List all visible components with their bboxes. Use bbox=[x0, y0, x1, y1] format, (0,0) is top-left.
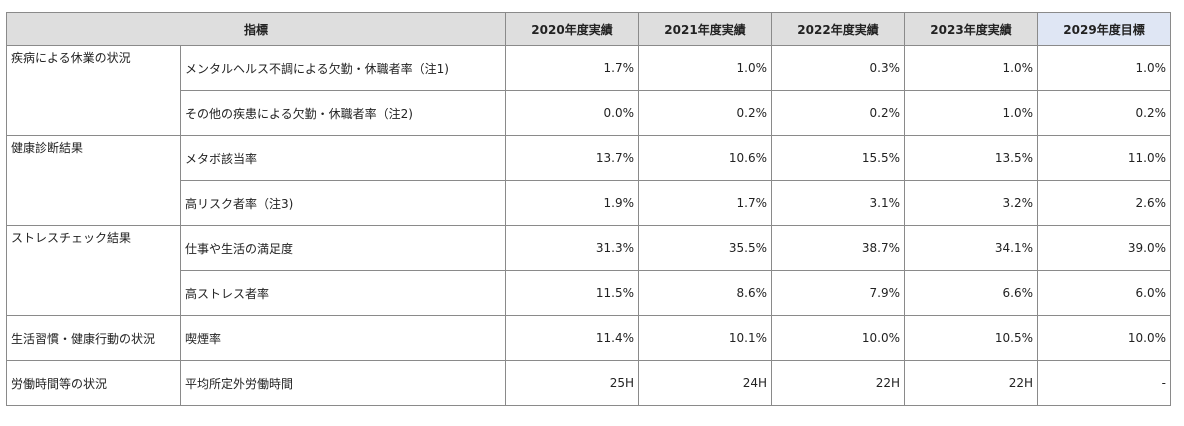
header-year-2022: 2022年度実績 bbox=[771, 12, 905, 46]
table-row: 高リスク者率（注3) 1.9% 1.7% 3.1% 3.2% 2.6% bbox=[7, 180, 1171, 226]
value-cell: 31.3% bbox=[505, 225, 639, 271]
header-year-2023: 2023年度実績 bbox=[904, 12, 1038, 46]
value-cell: 1.0% bbox=[638, 45, 772, 91]
target-value-cell: 2.6% bbox=[1037, 180, 1171, 226]
header-indicator: 指標 bbox=[6, 12, 506, 46]
item-cell: 喫煙率 bbox=[180, 315, 506, 361]
value-cell: 1.7% bbox=[638, 180, 772, 226]
table-row: 生活習慣・健康行動の状況 喫煙率 11.4% 10.1% 10.0% 10.5%… bbox=[6, 315, 1171, 361]
value-cell: 22H bbox=[771, 360, 905, 406]
target-value-cell: 6.0% bbox=[1037, 270, 1171, 316]
category-cell: 健康診断結果 bbox=[6, 135, 181, 226]
target-value-cell: 0.2% bbox=[1037, 90, 1171, 136]
value-cell: 10.0% bbox=[771, 315, 905, 361]
value-cell: 13.7% bbox=[505, 135, 639, 181]
target-value-cell: - bbox=[1037, 360, 1171, 406]
value-cell: 15.5% bbox=[771, 135, 905, 181]
table-row: ストレスチェック結果 仕事や生活の満足度 31.3% 35.5% 38.7% 3… bbox=[6, 225, 1171, 316]
category-cell: 労働時間等の状況 bbox=[6, 360, 181, 406]
value-cell: 10.1% bbox=[638, 315, 772, 361]
value-cell: 10.5% bbox=[904, 315, 1038, 361]
value-cell: 1.7% bbox=[505, 45, 639, 91]
value-cell: 34.1% bbox=[904, 225, 1038, 271]
value-cell: 1.0% bbox=[904, 90, 1038, 136]
value-cell: 1.0% bbox=[904, 45, 1038, 91]
value-cell: 6.6% bbox=[904, 270, 1038, 316]
value-cell: 35.5% bbox=[638, 225, 772, 271]
value-cell: 3.2% bbox=[904, 180, 1038, 226]
value-cell: 8.6% bbox=[638, 270, 772, 316]
table-row: 健康診断結果 メタボ該当率 13.7% 10.6% 15.5% 13.5% 11… bbox=[6, 135, 1171, 226]
value-cell: 11.4% bbox=[505, 315, 639, 361]
value-cell: 0.3% bbox=[771, 45, 905, 91]
item-cell: 平均所定外労働時間 bbox=[180, 360, 506, 406]
category-cell: 生活習慣・健康行動の状況 bbox=[6, 315, 181, 361]
value-cell: 38.7% bbox=[771, 225, 905, 271]
header-year-2020: 2020年度実績 bbox=[505, 12, 639, 46]
value-cell: 22H bbox=[904, 360, 1038, 406]
table-row: 疾病による休業の状況 メンタルヘルス不調による欠勤・休職者率（注1) 1.7% … bbox=[6, 45, 1171, 136]
item-cell: 仕事や生活の満足度 bbox=[180, 225, 506, 271]
table-row: 高ストレス者率 11.5% 8.6% 7.9% 6.6% 6.0% bbox=[7, 270, 1171, 316]
value-cell: 24H bbox=[638, 360, 772, 406]
target-value-cell: 10.0% bbox=[1037, 315, 1171, 361]
value-cell: 10.6% bbox=[638, 135, 772, 181]
table-row: その他の疾患による欠勤・休職者率（注2) 0.0% 0.2% 0.2% 1.0%… bbox=[7, 90, 1171, 136]
header-row: 指標 2020年度実績 2021年度実績 2022年度実績 2023年度実績 2… bbox=[6, 12, 1171, 46]
value-cell: 13.5% bbox=[904, 135, 1038, 181]
value-cell: 1.9% bbox=[505, 180, 639, 226]
value-cell: 11.5% bbox=[505, 270, 639, 316]
value-cell: 0.2% bbox=[771, 90, 905, 136]
target-value-cell: 39.0% bbox=[1037, 225, 1171, 271]
item-cell: その他の疾患による欠勤・休職者率（注2) bbox=[180, 90, 506, 136]
value-cell: 7.9% bbox=[771, 270, 905, 316]
category-cell: 疾病による休業の状況 bbox=[6, 45, 181, 136]
value-cell: 3.1% bbox=[771, 180, 905, 226]
table-row: 労働時間等の状況 平均所定外労働時間 25H 24H 22H 22H - bbox=[6, 360, 1171, 406]
value-cell: 0.0% bbox=[505, 90, 639, 136]
target-value-cell: 11.0% bbox=[1037, 135, 1171, 181]
header-year-2021: 2021年度実績 bbox=[638, 12, 772, 46]
target-value-cell: 1.0% bbox=[1037, 45, 1171, 91]
header-target-2029: 2029年度目標 bbox=[1037, 12, 1171, 46]
item-cell: 高ストレス者率 bbox=[180, 270, 506, 316]
health-indicators-table: 指標 2020年度実績 2021年度実績 2022年度実績 2023年度実績 2… bbox=[6, 12, 1171, 406]
value-cell: 25H bbox=[505, 360, 639, 406]
item-cell: メタボ該当率 bbox=[180, 135, 506, 181]
category-cell: ストレスチェック結果 bbox=[6, 225, 181, 316]
value-cell: 0.2% bbox=[638, 90, 772, 136]
item-cell: メンタルヘルス不調による欠勤・休職者率（注1) bbox=[180, 45, 506, 91]
item-cell: 高リスク者率（注3) bbox=[180, 180, 506, 226]
